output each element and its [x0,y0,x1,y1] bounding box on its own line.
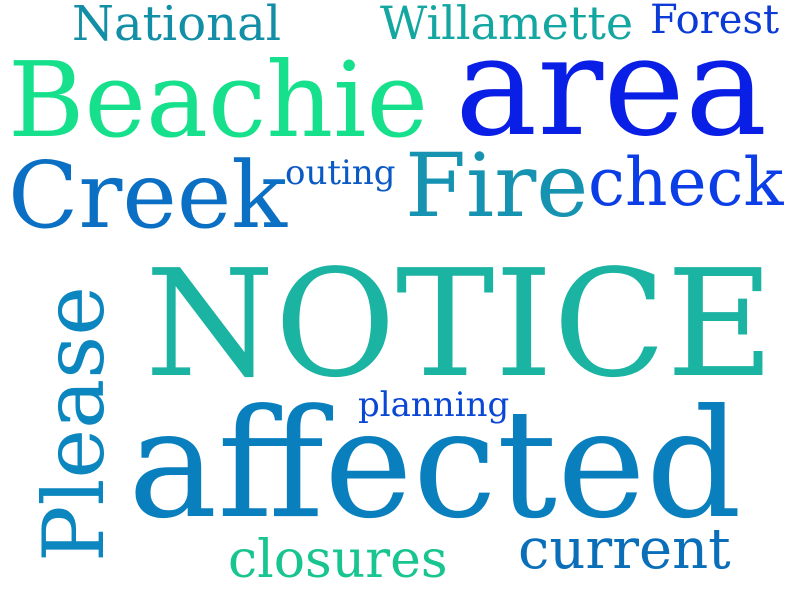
word-creek: Creek [8,142,288,249]
word-fire: Fire [405,134,589,237]
word-please: Please [25,286,123,562]
word-check: check [588,144,784,221]
word-notice: NOTICE [145,238,775,410]
word-current: current [518,517,731,582]
word-national: National [72,0,282,52]
word-outing: outing [285,153,396,193]
word-planning: planning [358,385,510,425]
word-area: area [455,6,768,167]
word-closures: closures [228,530,448,590]
word-forest: Forest [650,0,780,43]
word-affected: affected [128,378,742,552]
word-beachie: Beachie [8,39,429,161]
word-willamette: Willamette [380,0,634,50]
